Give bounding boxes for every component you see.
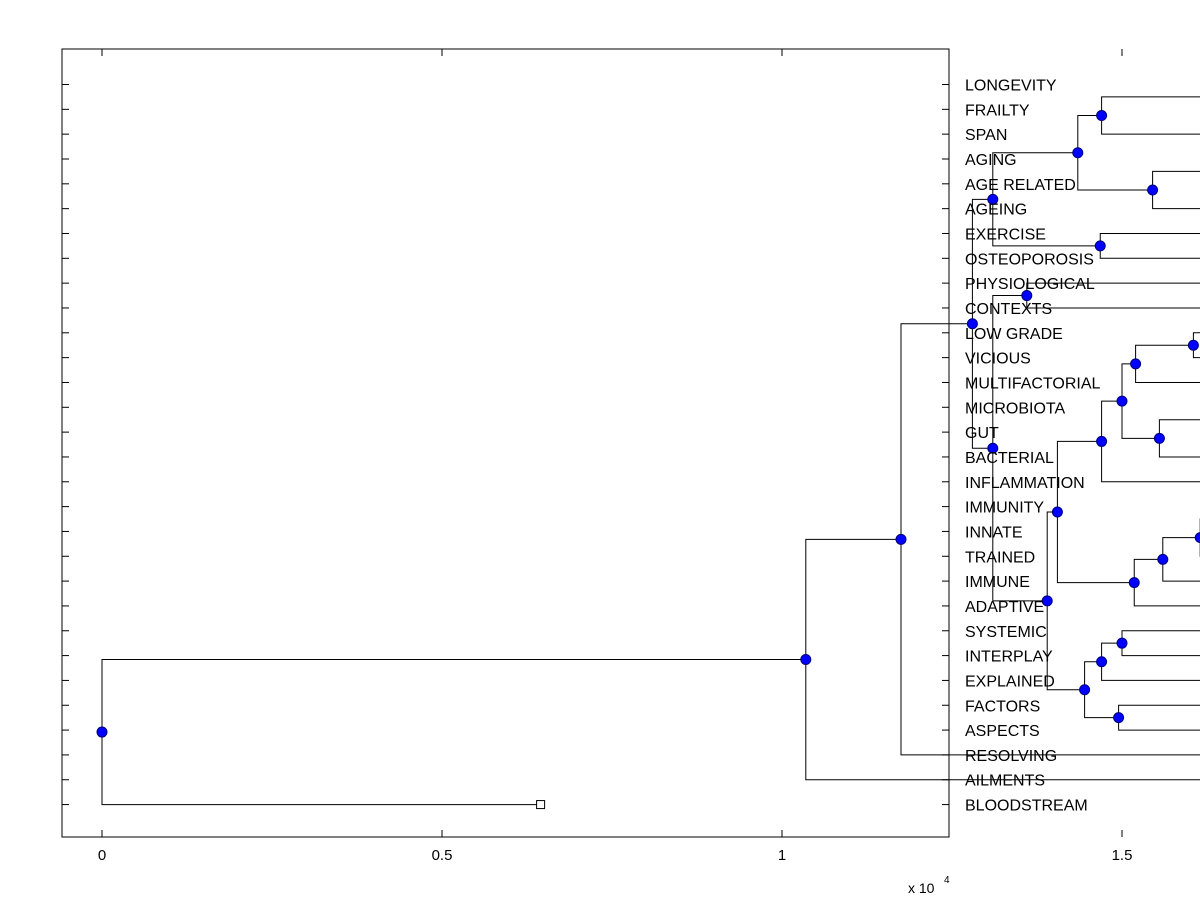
- merge-node-n25: [987, 442, 999, 454]
- branch-n20: [1121, 630, 1200, 657]
- x-tick-label: 0.5: [432, 847, 453, 864]
- leaf-label: ASPECTS: [965, 723, 1040, 740]
- merge-node-n13: [1116, 395, 1128, 407]
- x-scale-exponent: 4: [944, 875, 950, 886]
- x-tick-labels: 00.511.52: [98, 847, 1133, 864]
- leaf-label: AGING: [965, 152, 1017, 169]
- merge-node-n23: [1079, 684, 1091, 696]
- merge-node-n12: [1153, 432, 1165, 444]
- leaf-label: TRAINED: [965, 549, 1035, 566]
- leaf-label: ADAPTIVE: [965, 599, 1044, 616]
- merge-node-n29: [96, 726, 108, 738]
- leaf-label: PHYSIOLOGICAL: [965, 276, 1095, 293]
- merge-node-n8: [1021, 290, 1033, 302]
- leaf-label: INFLAMMATION: [965, 475, 1085, 492]
- leaf-label: INTERPLAY: [965, 649, 1053, 666]
- leaf-label: GUT: [965, 425, 999, 442]
- leaf-labels: LONGEVITY FRAILTY SPAN AGING AGE RELATED AGEI…: [965, 78, 1101, 815]
- merge-node-n4: [1147, 184, 1159, 196]
- branch-n29: [101, 659, 806, 806]
- merge-node-n17: [1157, 553, 1169, 565]
- merge-node-n18: [1128, 577, 1140, 589]
- branch-n21: [1101, 642, 1200, 681]
- leaf-label: AGEING: [965, 202, 1027, 219]
- merge-node-n26: [966, 318, 978, 330]
- leaf-label: MULTIFACTORIAL: [965, 375, 1101, 392]
- leaf-label: LONGEVITY: [965, 78, 1057, 95]
- merge-node-n19: [1051, 506, 1063, 518]
- leaf-label: SPAN: [965, 127, 1007, 144]
- merge-node-n24: [1041, 595, 1053, 607]
- merge-node-n7: [987, 193, 999, 205]
- branch-n10: [1135, 344, 1200, 383]
- merge-node-n22: [1113, 712, 1125, 724]
- leaf-label: FRAILTY: [965, 102, 1030, 119]
- leaf-marker: [536, 800, 546, 810]
- x-tick-marks: [101, 49, 1123, 837]
- leaf-label: RESOLVING: [965, 748, 1057, 765]
- plot-frame: [61, 48, 950, 838]
- x-tick-label: 1.5: [1112, 847, 1133, 864]
- leaf-label: LOW GRADE: [965, 326, 1063, 343]
- leaf-label: BACTERIAL: [965, 450, 1054, 467]
- branch-n6: [1099, 232, 1200, 259]
- x-tick-label: 0: [98, 847, 106, 864]
- leaf-label: AGE RELATED: [965, 177, 1076, 194]
- merge-node-n14: [1096, 435, 1108, 447]
- x-scale-label: x 10: [908, 880, 935, 896]
- merge-node-n2: [1096, 110, 1108, 122]
- leaf-label: MICROBIOTA: [965, 400, 1065, 417]
- leaf-label: INNATE: [965, 524, 1022, 541]
- leaf-label: FACTORS: [965, 698, 1040, 715]
- merge-nodes: [96, 110, 1200, 738]
- leaf-label: EXPLAINED: [965, 673, 1055, 690]
- y-tick-marks: [62, 84, 949, 806]
- merge-node-n16: [1194, 532, 1200, 544]
- leaf-label: VICIOUS: [965, 351, 1031, 368]
- leaf-label: CONTEXTS: [965, 301, 1052, 318]
- merge-node-n20: [1116, 637, 1128, 649]
- branch-n5: [1077, 115, 1153, 191]
- merge-node-n21: [1096, 656, 1108, 668]
- leaf-label: BLOODSTREAM: [965, 798, 1088, 815]
- branch-n22: [1118, 704, 1200, 731]
- merge-node-n28: [800, 654, 812, 666]
- branch-n24: [1046, 511, 1085, 691]
- branch-n4: [1152, 170, 1200, 210]
- branch-n17: [1162, 537, 1200, 582]
- leaf-markers: [536, 800, 546, 810]
- branch-n12: [1158, 419, 1200, 458]
- branch-n2: [1101, 96, 1200, 135]
- merge-node-n10: [1130, 358, 1142, 370]
- branch-n14: [1101, 400, 1200, 483]
- branch-n18: [1133, 558, 1200, 607]
- merge-node-n5: [1072, 147, 1084, 159]
- merge-node-n6: [1094, 240, 1106, 252]
- leaf-label: EXERCISE: [965, 226, 1046, 243]
- leaf-label: IMMUNITY: [965, 500, 1044, 517]
- leaf-label: IMMUNE: [965, 574, 1030, 591]
- leaf-label: SYSTEMIC: [965, 624, 1047, 641]
- branch-n13: [1121, 363, 1160, 439]
- leaf-label: AILMENTS: [965, 773, 1045, 790]
- leaf-label: OSTEOPOROSIS: [965, 251, 1094, 268]
- branch-n19: [1056, 440, 1135, 584]
- merge-node-n27: [895, 533, 907, 545]
- x-tick-label: 1: [778, 847, 786, 864]
- merge-node-n9: [1187, 339, 1199, 351]
